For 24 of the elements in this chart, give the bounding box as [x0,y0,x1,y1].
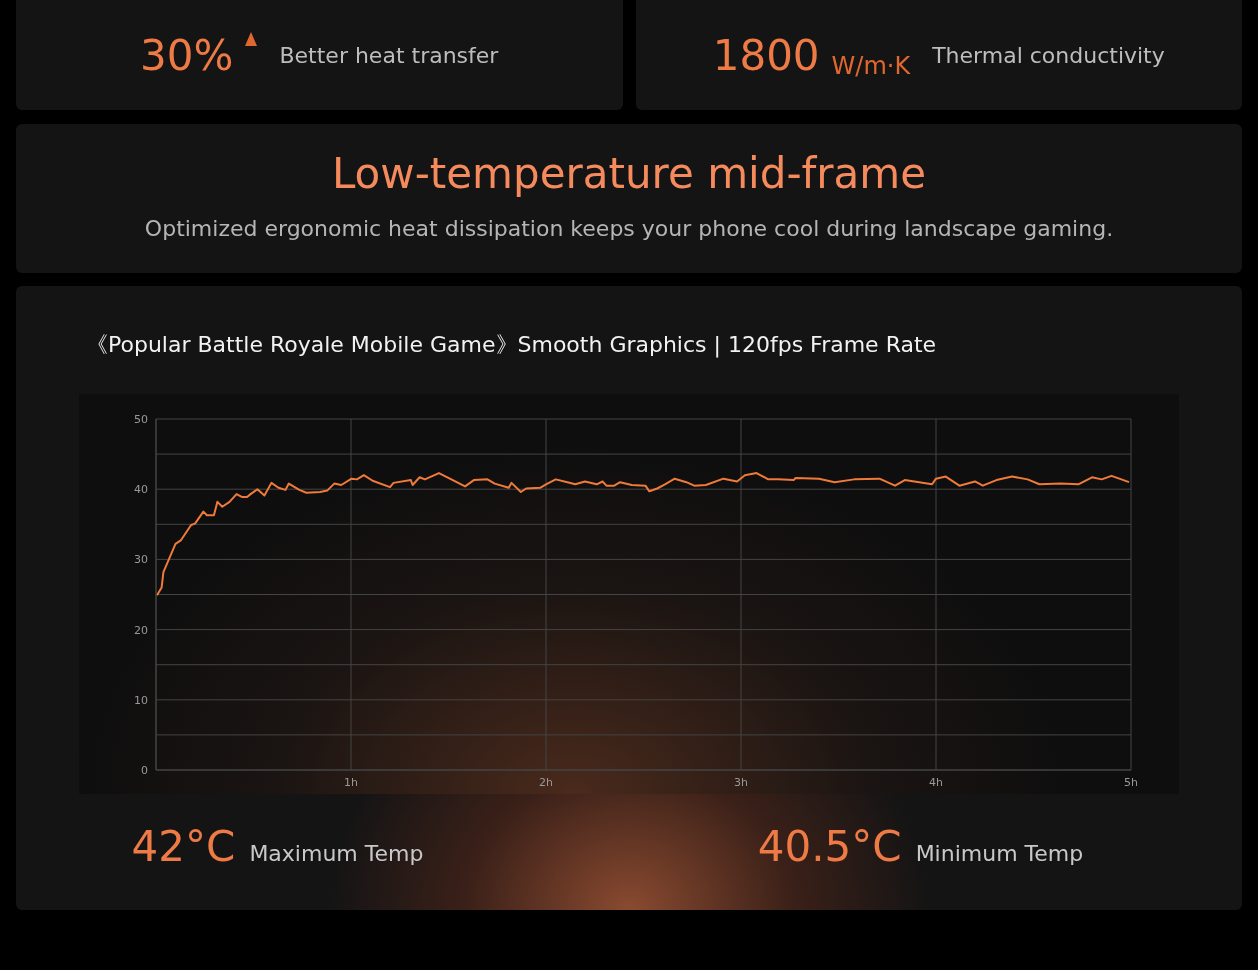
text: Low-temperature mid-frame [330,148,928,200]
y-tick-label: 20 [134,623,148,637]
x-tick-label: 5h [1124,775,1139,789]
text: Thermal conductivity [932,42,1165,68]
x-tick-label: 4h [929,775,944,789]
text: 40.5°C [757,822,902,871]
text: Maximum Temp [249,841,424,866]
x-tick-label: 1h [344,775,359,789]
text: 42°C [131,822,236,871]
y-tick-label: 10 [134,693,148,707]
line-series [156,472,1131,597]
x-tick-label: 2h [539,775,554,789]
text: Optimized ergonomic heat dissipation keeps your phone cool during landscape gaming. [143,216,1115,241]
text: 30% [140,30,234,80]
y-tick-label: 0 [141,763,148,777]
chart-title: 《Popular Battle Royale Mobile Game》Smooth Graphics | 120fps Frame Rate [86,331,937,360]
x-tick-label: 3h [734,775,749,789]
text: Better heat transfer [279,42,499,68]
text: 1800 [712,30,820,80]
y-tick-label: 30 [134,553,148,567]
y-tick-label: 50 [134,412,148,426]
text: Minimum Temp [915,841,1084,866]
y-tick-label: 40 [134,483,148,497]
text: W/m·K [831,52,911,80]
